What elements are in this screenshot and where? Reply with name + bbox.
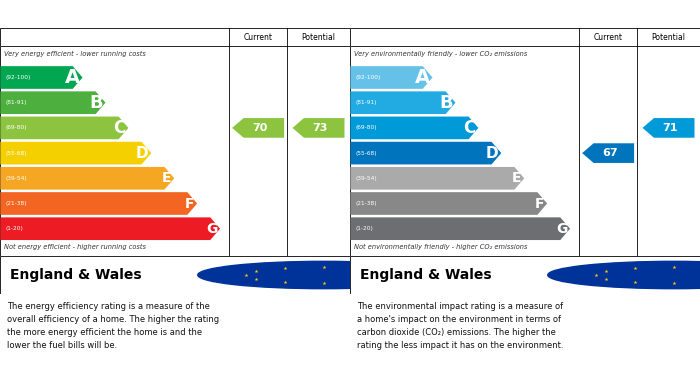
- Polygon shape: [0, 217, 220, 240]
- Text: (1-20): (1-20): [6, 226, 23, 231]
- Text: G: G: [206, 222, 217, 236]
- Text: (39-54): (39-54): [355, 176, 377, 181]
- Text: G: G: [556, 222, 567, 236]
- Text: Very environmentally friendly - lower CO₂ emissions: Very environmentally friendly - lower CO…: [354, 51, 527, 57]
- Text: E: E: [162, 171, 172, 185]
- Polygon shape: [643, 118, 694, 138]
- Text: D: D: [136, 145, 148, 161]
- Text: E: E: [512, 171, 522, 185]
- Polygon shape: [351, 91, 456, 114]
- Circle shape: [547, 261, 700, 289]
- Text: B: B: [439, 94, 452, 112]
- Polygon shape: [0, 66, 83, 89]
- Text: Current: Current: [594, 32, 622, 41]
- Text: (1-20): (1-20): [355, 226, 373, 231]
- Text: (55-68): (55-68): [6, 151, 27, 156]
- Text: Not energy efficient - higher running costs: Not energy efficient - higher running co…: [4, 244, 146, 249]
- Polygon shape: [351, 66, 433, 89]
- Text: (92-100): (92-100): [6, 75, 31, 80]
- Polygon shape: [351, 117, 478, 139]
- Polygon shape: [351, 217, 570, 240]
- Polygon shape: [0, 167, 174, 190]
- Text: C: C: [113, 119, 125, 137]
- Text: England & Wales: England & Wales: [10, 268, 142, 282]
- Text: Potential: Potential: [302, 32, 335, 41]
- Text: (92-100): (92-100): [355, 75, 381, 80]
- Circle shape: [197, 261, 449, 289]
- Text: (55-68): (55-68): [355, 151, 377, 156]
- Polygon shape: [351, 142, 501, 165]
- Text: EU Directive
2002/91/EC: EU Directive 2002/91/EC: [238, 268, 283, 282]
- Text: Energy Efficiency Rating: Energy Efficiency Rating: [6, 9, 168, 22]
- Text: (69-80): (69-80): [6, 126, 27, 131]
- Text: (81-91): (81-91): [355, 100, 377, 105]
- Polygon shape: [351, 192, 547, 215]
- Text: B: B: [89, 94, 102, 112]
- Polygon shape: [351, 167, 524, 190]
- Text: 70: 70: [252, 123, 267, 133]
- Text: 73: 73: [312, 123, 328, 133]
- Text: (81-91): (81-91): [6, 100, 27, 105]
- Polygon shape: [0, 192, 197, 215]
- Polygon shape: [293, 118, 344, 138]
- Text: F: F: [185, 197, 194, 210]
- Text: A: A: [414, 68, 430, 87]
- Polygon shape: [582, 143, 634, 163]
- Text: The energy efficiency rating is a measure of the
overall efficiency of a home. T: The energy efficiency rating is a measur…: [7, 302, 219, 350]
- Text: 67: 67: [602, 148, 617, 158]
- Text: 71: 71: [662, 123, 678, 133]
- Text: (69-80): (69-80): [355, 126, 377, 131]
- Text: F: F: [535, 197, 544, 210]
- Text: (39-54): (39-54): [6, 176, 27, 181]
- Text: D: D: [486, 145, 498, 161]
- Text: Potential: Potential: [652, 32, 685, 41]
- Text: The environmental impact rating is a measure of
a home's impact on the environme: The environmental impact rating is a mea…: [357, 302, 564, 350]
- Text: A: A: [64, 68, 80, 87]
- Text: EU Directive
2002/91/EC: EU Directive 2002/91/EC: [588, 268, 633, 282]
- Text: Not environmentally friendly - higher CO₂ emissions: Not environmentally friendly - higher CO…: [354, 244, 527, 249]
- Text: Environmental Impact (CO₂) Rating: Environmental Impact (CO₂) Rating: [355, 9, 587, 22]
- Text: Very energy efficient - lower running costs: Very energy efficient - lower running co…: [4, 51, 146, 57]
- Text: C: C: [463, 119, 475, 137]
- Polygon shape: [0, 91, 106, 114]
- Polygon shape: [0, 117, 128, 139]
- Polygon shape: [232, 118, 284, 138]
- Text: (21-38): (21-38): [355, 201, 377, 206]
- Polygon shape: [0, 142, 151, 165]
- Text: (21-38): (21-38): [6, 201, 27, 206]
- Text: Current: Current: [244, 32, 272, 41]
- Text: England & Wales: England & Wales: [360, 268, 492, 282]
